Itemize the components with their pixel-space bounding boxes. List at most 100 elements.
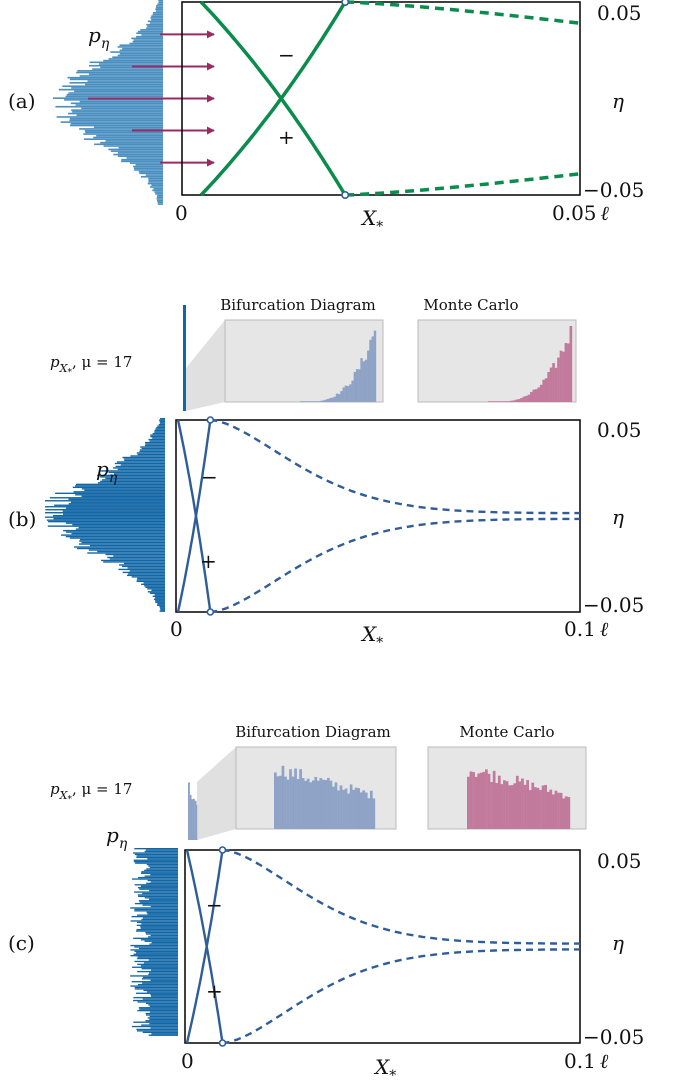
eta-hist-bar bbox=[143, 582, 165, 584]
eta-hist-bar bbox=[144, 585, 165, 587]
inset-hist-bar bbox=[315, 401, 319, 402]
eta-hist-bar bbox=[140, 885, 178, 887]
eta-hist-bar bbox=[144, 897, 178, 899]
inset-hist-bar bbox=[367, 350, 370, 402]
eta-hist-bar bbox=[159, 420, 165, 423]
eta-hist-bar bbox=[144, 875, 178, 877]
panel-a-branch-plus: + bbox=[278, 125, 295, 149]
eta-hist-bar bbox=[145, 1014, 178, 1016]
eta-hist-bar bbox=[72, 111, 163, 113]
eta-hist-bar bbox=[133, 165, 163, 168]
panel-a-hist-label: pη bbox=[88, 23, 110, 52]
panel-b-inset-spike bbox=[183, 305, 186, 411]
eta-hist-bar bbox=[132, 41, 163, 43]
panel-b-y-tick-top: 0.05 bbox=[597, 418, 642, 442]
inset-hist-bar bbox=[329, 398, 332, 402]
eta-hist-bar bbox=[100, 66, 163, 69]
eta-hist-bar bbox=[123, 458, 165, 460]
eta-hist-bar bbox=[142, 976, 178, 979]
branch-plus-curve bbox=[185, 849, 224, 1044]
inset-hist-bar bbox=[369, 339, 372, 402]
eta-hist-bar bbox=[160, 607, 165, 609]
eta-hist-bar bbox=[69, 82, 163, 84]
inset-hist-bar bbox=[488, 401, 491, 402]
eta-hist-bar bbox=[157, 194, 163, 197]
eta-hist-bar bbox=[135, 164, 163, 166]
eta-hist-bar bbox=[129, 42, 163, 45]
panel-c-inset-montecarlo-hist bbox=[467, 769, 571, 829]
eta-hist-bar bbox=[148, 177, 163, 180]
inset-hist-bar bbox=[497, 775, 501, 829]
panel-a-y-label: η bbox=[612, 89, 624, 113]
panel-b-axes-frame bbox=[175, 419, 581, 613]
eta-hist-bar bbox=[126, 157, 163, 159]
inset-hist-bar bbox=[369, 790, 373, 829]
eta-hist-bar bbox=[118, 568, 165, 571]
inset-hist-bar bbox=[338, 394, 341, 402]
eta-hist-bar bbox=[159, 610, 165, 612]
inset-hist-bar bbox=[324, 399, 328, 402]
eta-hist-bar bbox=[145, 933, 178, 935]
inset-hist-bar bbox=[362, 790, 366, 829]
panel-a-y-tick-bottom: −0.05 bbox=[583, 178, 644, 202]
inset-hist-bar bbox=[492, 401, 496, 402]
eta-hist-bar bbox=[140, 965, 178, 967]
eta-hist-bar bbox=[154, 191, 163, 193]
eta-hist-bar bbox=[131, 981, 178, 983]
inset-hist-bar bbox=[500, 401, 504, 402]
inset-hist-bar bbox=[284, 776, 287, 829]
panel-b-hist-label: pη bbox=[96, 457, 118, 486]
inset-hist-bar bbox=[347, 793, 350, 829]
eta-hist-bar bbox=[150, 969, 178, 971]
inset-hist-bar bbox=[526, 780, 529, 829]
inset-hist-bar bbox=[191, 799, 194, 840]
eta-hist-bar bbox=[137, 894, 178, 896]
eta-hist-bar bbox=[137, 914, 178, 916]
eta-hist-bar bbox=[141, 34, 163, 36]
eta-hist-bar bbox=[48, 520, 166, 523]
eta-hist-bar bbox=[142, 1031, 178, 1034]
eta-hist-bar bbox=[76, 114, 163, 117]
panel-b-inset-montecarlo-hist bbox=[488, 326, 573, 402]
eta-hist-bar bbox=[141, 583, 165, 586]
eta-hist-bar bbox=[130, 985, 178, 987]
eta-hist-bar bbox=[120, 464, 165, 466]
eta-hist-bar bbox=[89, 61, 163, 64]
eta-hist-bar bbox=[79, 128, 163, 130]
eta-hist-bar bbox=[144, 444, 165, 447]
eta-hist-bar bbox=[138, 1007, 178, 1009]
eta-hist-bar bbox=[138, 947, 178, 950]
eta-hist-bar bbox=[156, 198, 163, 200]
inset-hist-bar bbox=[541, 785, 545, 829]
inset-hist-bar bbox=[544, 378, 548, 402]
eta-hist-bar bbox=[146, 23, 163, 26]
inset-hist-bar bbox=[189, 794, 192, 840]
eta-hist-bar bbox=[155, 10, 163, 12]
inset-hist-bar bbox=[352, 789, 355, 829]
branch-minus-curve bbox=[176, 419, 212, 612]
eta-hist-bar bbox=[74, 90, 163, 93]
eta-hist-bar bbox=[85, 131, 163, 134]
inset-hist-bar bbox=[322, 400, 325, 402]
inset-hist-bar bbox=[291, 776, 295, 829]
eta-hist-bar bbox=[108, 148, 163, 151]
eta-hist-bar bbox=[152, 11, 163, 14]
panel-c-hist-label: pη bbox=[106, 823, 128, 852]
inset-hist-bar bbox=[569, 326, 573, 402]
inset-hist-bar bbox=[562, 351, 565, 402]
inset-hist-bar bbox=[523, 784, 527, 829]
eta-hist-bar bbox=[122, 571, 165, 574]
eta-hist-bar bbox=[151, 589, 165, 592]
eta-hist-bar bbox=[134, 891, 178, 893]
eta-hist-bar bbox=[94, 143, 163, 146]
eta-hist-bar bbox=[149, 592, 165, 594]
panel-b-zoom-cone bbox=[186, 320, 225, 411]
dashed-upper-curve bbox=[222, 848, 580, 945]
eta-hist-bar bbox=[151, 942, 178, 944]
inset-hist-bar bbox=[367, 798, 371, 829]
eta-hist-bar bbox=[121, 158, 163, 161]
eta-hist-bar bbox=[136, 855, 178, 857]
eta-hist-bar bbox=[148, 1034, 178, 1036]
dashed-upper-curve bbox=[210, 418, 580, 515]
eta-hist-bar bbox=[149, 943, 178, 945]
